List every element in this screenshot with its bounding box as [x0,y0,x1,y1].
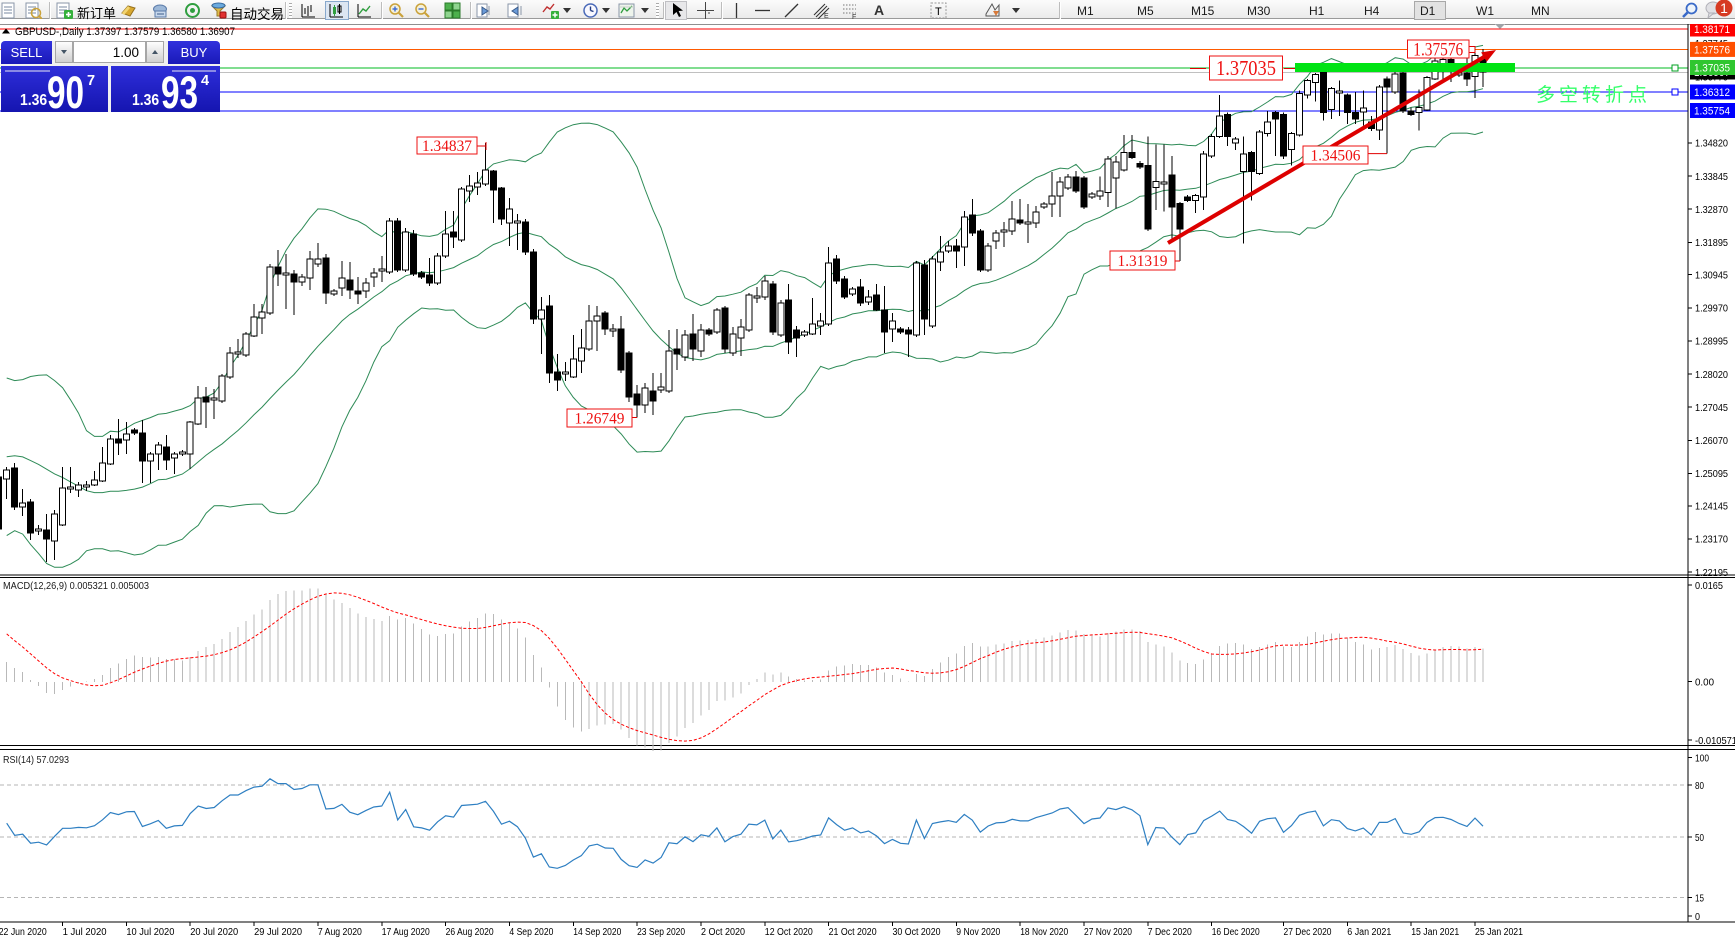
svg-text:1.30945: 1.30945 [1695,269,1728,281]
svg-text:E: E [824,13,829,19]
svg-text:4 Sep 2020: 4 Sep 2020 [509,927,553,938]
svg-text:1.38171: 1.38171 [1694,24,1730,36]
svg-text:1.28020: 1.28020 [1695,369,1728,381]
svg-text:1.26749: 1.26749 [575,410,625,427]
svg-text:15 Jan 2021: 15 Jan 2021 [1411,927,1459,938]
svg-text:F: F [852,14,856,19]
svg-text:0.00: 0.00 [1695,676,1714,688]
svg-text:1.37576: 1.37576 [1413,40,1463,61]
svg-text:1.29970: 1.29970 [1695,303,1728,315]
svg-text:1: 1 [1720,0,1728,16]
svg-text:1.34820: 1.34820 [1695,138,1728,150]
svg-text:1.34506: 1.34506 [1311,147,1361,164]
svg-text:23 Sep 2020: 23 Sep 2020 [637,927,685,938]
svg-text:14 Sep 2020: 14 Sep 2020 [573,927,621,938]
svg-text:GBPUSD-,Daily 1.37397 1.37579: GBPUSD-,Daily 1.37397 1.37579 1.36580 1.… [15,26,235,38]
svg-text:9 Nov 2020: 9 Nov 2020 [956,927,1000,938]
svg-text:21 Oct 2020: 21 Oct 2020 [829,927,877,938]
svg-text:27 Nov 2020: 27 Nov 2020 [1084,927,1132,938]
svg-text:1.37035: 1.37035 [1216,56,1276,80]
svg-text:1.37035: 1.37035 [1694,63,1730,75]
svg-text:1.31319: 1.31319 [1118,253,1168,270]
svg-text:29 Jul 2020: 29 Jul 2020 [254,927,302,938]
svg-text:22 Jun 2020: 22 Jun 2020 [0,927,47,938]
svg-text:MACD(12,26,9) 0.005321 0.00500: MACD(12,26,9) 0.005321 0.005003 [3,580,149,592]
svg-text:27 Dec 2020: 27 Dec 2020 [1284,927,1332,938]
svg-text:15: 15 [1695,892,1704,904]
svg-text:1.28995: 1.28995 [1695,336,1728,348]
svg-text:7 Aug 2020: 7 Aug 2020 [318,927,362,938]
svg-text:2 Oct 2020: 2 Oct 2020 [701,927,745,938]
svg-text:1 Jul 2020: 1 Jul 2020 [63,927,107,938]
svg-text:0: 0 [1695,911,1700,923]
svg-text:12 Oct 2020: 12 Oct 2020 [765,927,813,938]
svg-text:T: T [935,6,942,18]
svg-text:1.31895: 1.31895 [1695,237,1728,249]
svg-text:1.33845: 1.33845 [1695,171,1728,183]
svg-text:1.37576: 1.37576 [1694,44,1730,56]
svg-text:1.25095: 1.25095 [1695,468,1728,480]
svg-text:80: 80 [1695,780,1704,792]
svg-text:50: 50 [1695,832,1704,844]
svg-text:7 Dec 2020: 7 Dec 2020 [1148,927,1192,938]
svg-text:1.27045: 1.27045 [1695,402,1728,414]
svg-text:10 Jul 2020: 10 Jul 2020 [126,927,174,938]
svg-text:1.23170: 1.23170 [1695,534,1728,546]
svg-text:30 Oct 2020: 30 Oct 2020 [893,927,941,938]
svg-text:6 Jan 2021: 6 Jan 2021 [1347,927,1391,938]
svg-text:0.0165: 0.0165 [1695,580,1723,592]
svg-text:1.26070: 1.26070 [1695,435,1728,447]
svg-text:1.22195: 1.22195 [1695,567,1728,579]
svg-text:1.32870: 1.32870 [1695,204,1728,216]
svg-text:16 Dec 2020: 16 Dec 2020 [1212,927,1260,938]
svg-text:-0.010571: -0.010571 [1695,735,1735,747]
svg-text:1.34837: 1.34837 [422,138,472,155]
svg-text:1.35754: 1.35754 [1694,106,1730,118]
svg-text:1.24145: 1.24145 [1695,501,1728,513]
svg-text:100: 100 [1695,752,1709,764]
svg-text:多空转折点: 多空转折点 [1536,84,1651,106]
svg-text:26 Aug 2020: 26 Aug 2020 [446,927,494,938]
svg-text:1.36312: 1.36312 [1694,87,1730,99]
svg-text:RSI(14) 57.0293: RSI(14) 57.0293 [3,754,69,766]
svg-text:18 Nov 2020: 18 Nov 2020 [1020,927,1068,938]
svg-text:17 Aug 2020: 17 Aug 2020 [382,927,430,938]
svg-text:25 Jan 2021: 25 Jan 2021 [1475,927,1523,938]
svg-text:20 Jul 2020: 20 Jul 2020 [190,927,238,938]
